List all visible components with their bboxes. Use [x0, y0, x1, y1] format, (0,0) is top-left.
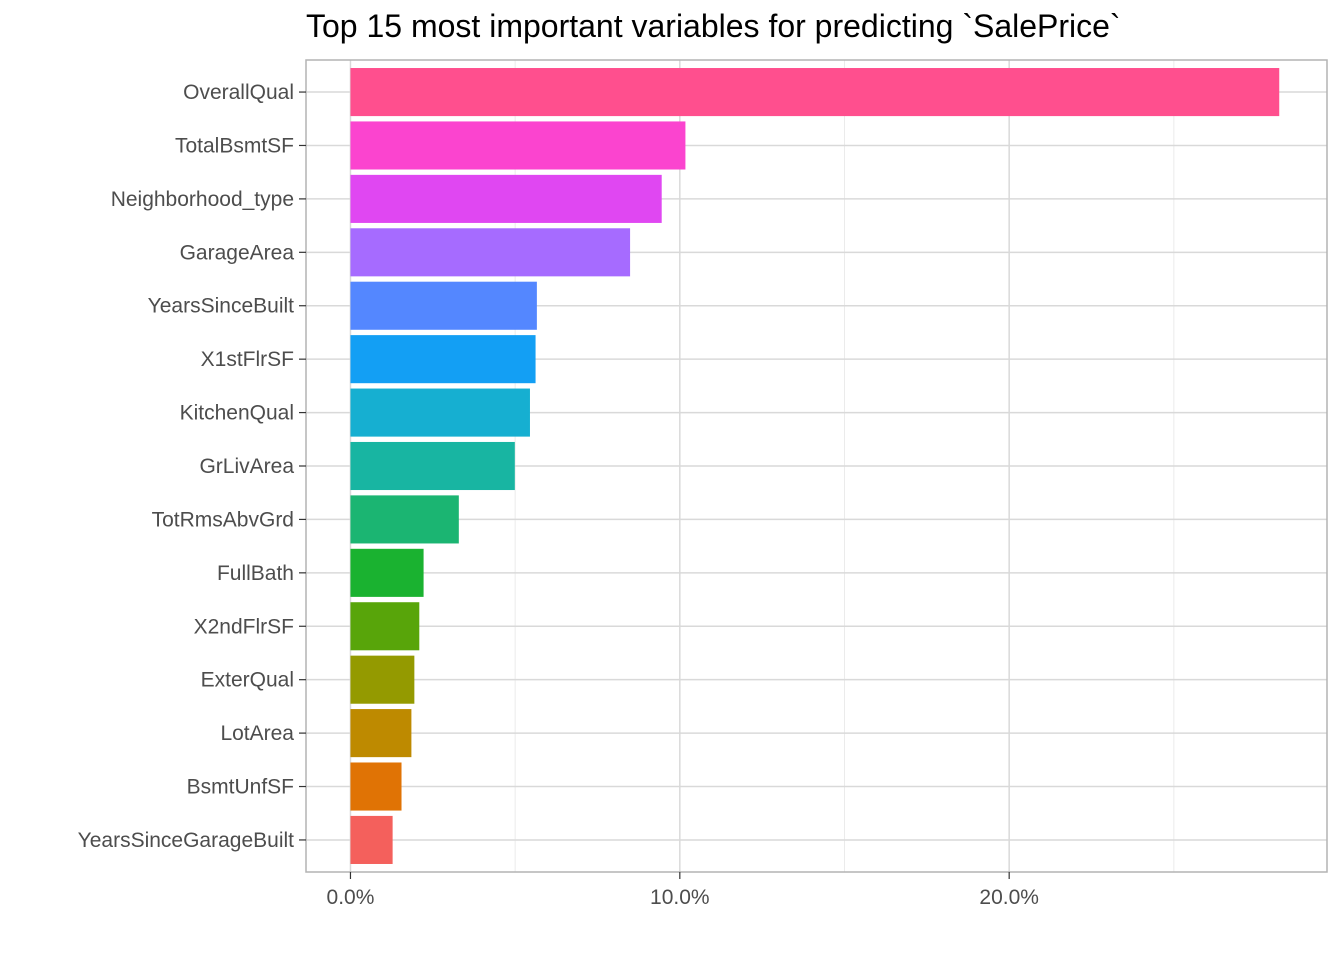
- bar-bsmtunfsf: [350, 762, 402, 811]
- bar-exterqual: [350, 655, 415, 704]
- y-tick-label: GrLivArea: [199, 455, 294, 478]
- x-tick-label: 0.0%: [327, 886, 375, 909]
- y-tick-label: ExterQual: [201, 669, 294, 692]
- bar-yearssincebuilt: [350, 281, 537, 330]
- x-tick-label: 10.0%: [650, 886, 710, 909]
- y-tick-label: KitchenQual: [180, 402, 294, 425]
- bar-totalbsmtsf: [350, 121, 686, 170]
- bar-totrmsabvgrd: [350, 495, 459, 544]
- bar-overallqual: [350, 68, 1280, 117]
- y-tick-label: BsmtUnfSF: [187, 776, 294, 799]
- bar-lotarea: [350, 709, 412, 758]
- bar-x1stflrsf: [350, 335, 536, 384]
- y-tick-label: TotRmsAbvGrd: [152, 508, 294, 531]
- bar-yearssincegaragebuilt: [350, 815, 393, 864]
- bar-fullbath: [350, 548, 424, 597]
- chart-title: Top 15 most important variables for pred…: [306, 8, 1121, 44]
- bar-neighborhood-type: [350, 174, 662, 223]
- bar-grlivarea: [350, 441, 515, 491]
- y-tick-label: X2ndFlrSF: [194, 615, 294, 638]
- y-tick-label: LotArea: [220, 722, 294, 745]
- y-tick-label: YearsSinceBuilt: [148, 295, 294, 318]
- y-tick-label: Neighborhood_type: [111, 188, 294, 211]
- y-tick-label: GarageArea: [180, 241, 295, 264]
- y-tick-label: OverallQual: [183, 81, 294, 104]
- y-tick-label: TotalBsmtSF: [175, 134, 294, 157]
- x-tick-label: 20.0%: [979, 886, 1039, 909]
- bar-garagearea: [350, 228, 631, 277]
- y-tick-label: YearsSinceGarageBuilt: [78, 829, 295, 852]
- y-tick-label: X1stFlrSF: [201, 348, 294, 371]
- y-tick-label: FullBath: [217, 562, 294, 585]
- bar-kitchenqual: [350, 388, 530, 437]
- bar-x2ndflrsf: [350, 602, 420, 651]
